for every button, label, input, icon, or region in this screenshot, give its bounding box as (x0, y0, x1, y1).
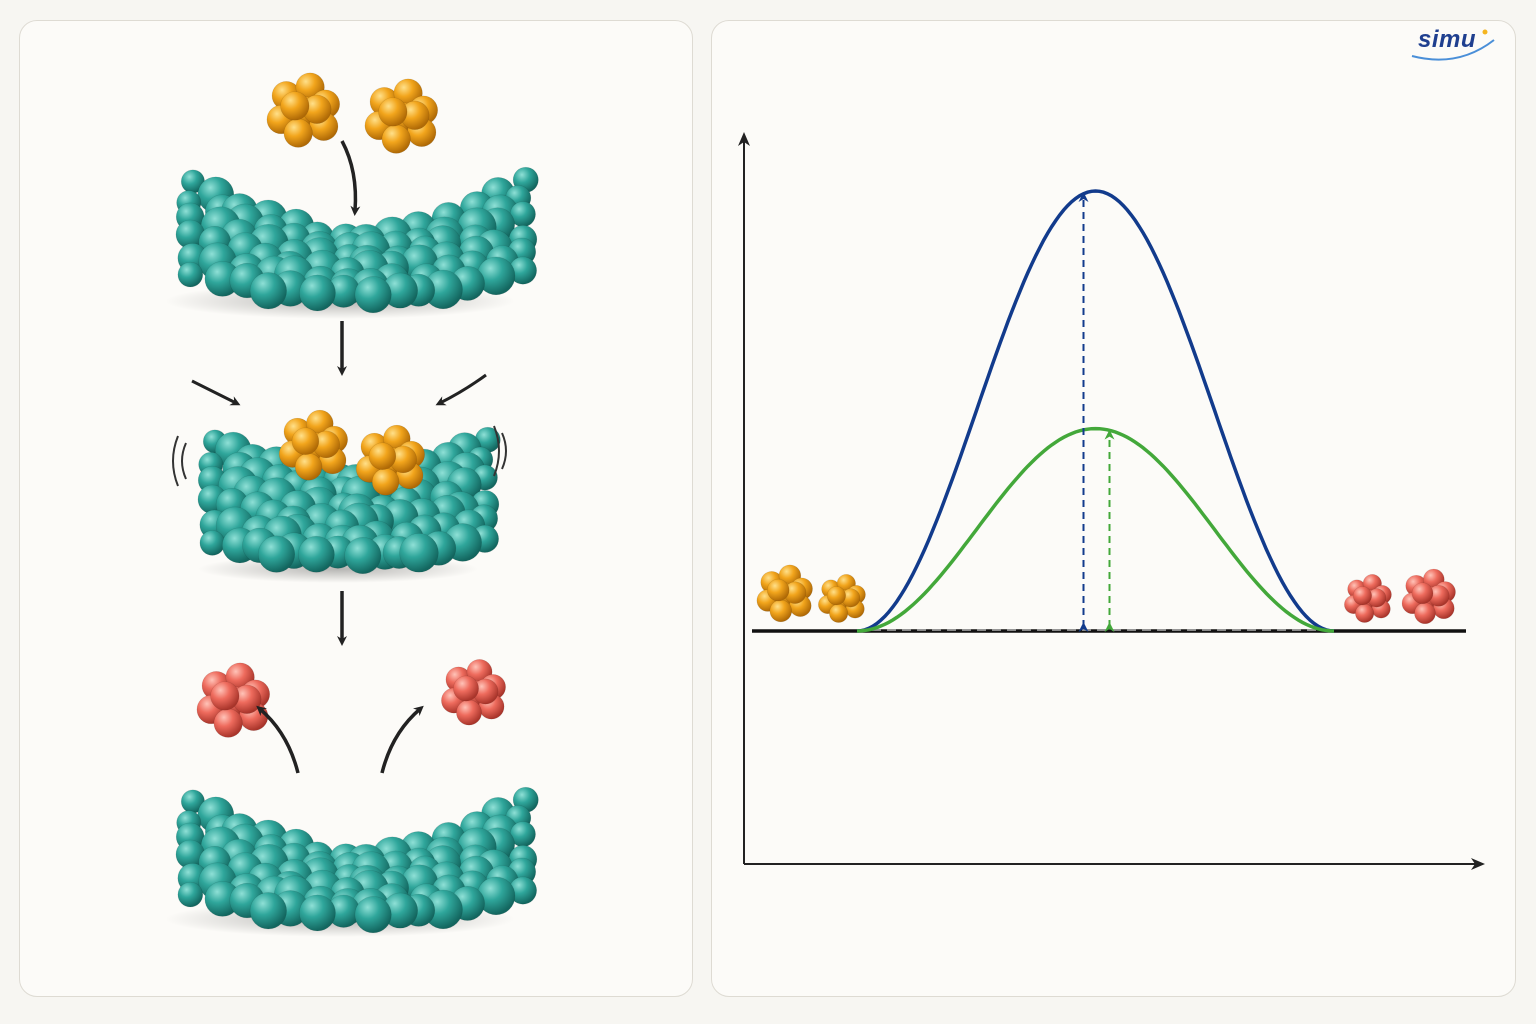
binding-arrow (340, 140, 361, 216)
simu-logo: simu (1418, 26, 1477, 53)
release-arrow-right (380, 705, 424, 774)
conformation-arrow-right (435, 373, 487, 406)
product-icon (1344, 574, 1392, 623)
substrate-molecule (355, 424, 425, 496)
catalyzed-energy-curve (856, 426, 1335, 633)
energy-profile-chart (738, 132, 1485, 870)
product-icon (1401, 568, 1456, 625)
product-molecule (441, 659, 506, 726)
reactant-icon (756, 564, 813, 623)
energy-diagram-panel (711, 20, 1516, 997)
product-molecule (196, 662, 270, 738)
enzyme-molecule (175, 166, 539, 314)
vibration-marks-right (493, 425, 507, 477)
reactant-icon (818, 574, 866, 623)
uncatalyzed-energy-curve (856, 189, 1335, 633)
logo-swoosh-icon (1411, 29, 1495, 61)
substrate-molecule (266, 72, 340, 148)
enzyme-substrate-complex (197, 426, 501, 575)
conformation-arrow-left (191, 379, 241, 406)
substrate-molecule (364, 78, 438, 154)
enzyme-molecule (175, 786, 539, 934)
vibration-marks-left (172, 435, 187, 487)
enzyme-mechanism-diagram (165, 72, 539, 937)
enzyme-mechanism-panel (19, 20, 693, 997)
release-arrow-left (256, 705, 300, 774)
substrate-molecule (278, 409, 348, 481)
